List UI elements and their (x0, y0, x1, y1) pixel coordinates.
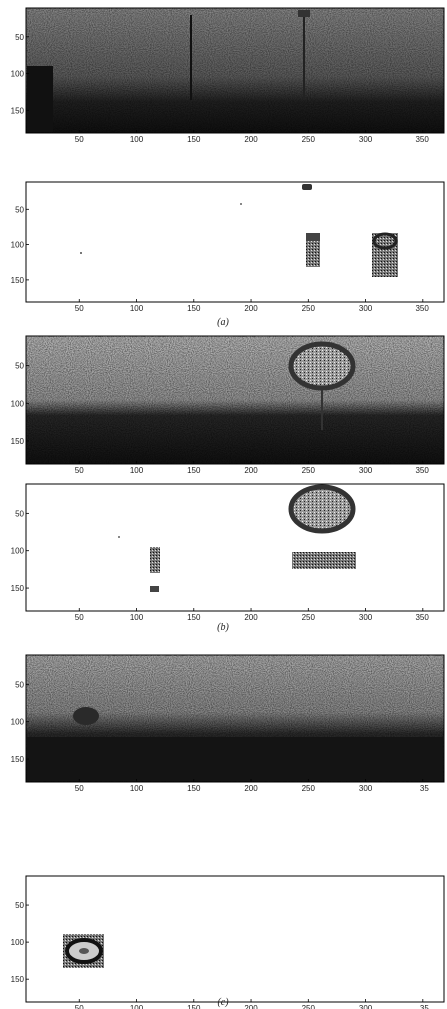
x-tick-label: 200 (244, 466, 258, 475)
x-tick-label: 50 (75, 1004, 84, 1009)
y-tick-label: 150 (11, 276, 25, 285)
y-tick-label: 150 (11, 975, 25, 984)
y-tick-label: 100 (11, 547, 25, 556)
y-tick-label: 100 (11, 70, 25, 79)
x-tick-label: 300 (359, 784, 373, 793)
x-tick-label: 200 (244, 784, 258, 793)
x-tick-label: 200 (244, 613, 258, 622)
y-tick-label: 100 (11, 241, 25, 250)
y-tick-label: 50 (15, 680, 24, 689)
sign-c (73, 707, 99, 725)
y-tick-label: 150 (11, 437, 25, 446)
x-tick-label: 150 (187, 1004, 201, 1009)
x-tick-label: 150 (187, 784, 201, 793)
x-tick-label: 250 (302, 1004, 316, 1009)
panel-a-mask (25, 181, 445, 303)
y-tick-label: 150 (11, 106, 25, 115)
plot-frame (25, 875, 445, 1003)
blob-sign-right-circle (372, 232, 398, 250)
x-tick-label: 250 (302, 613, 316, 622)
plot-frame (25, 7, 445, 134)
speck (118, 536, 120, 538)
x-tick-label: 100 (130, 135, 144, 144)
sign-top (298, 10, 310, 17)
speck (240, 203, 242, 205)
x-tick-label: 250 (302, 466, 316, 475)
subfigure-caption: (b) (217, 622, 229, 633)
x-tick-label: 300 (359, 304, 373, 313)
plot-frame (25, 335, 445, 465)
scene-noise (26, 8, 444, 133)
x-tick-label: 300 (359, 466, 373, 475)
subfigure-caption: (c) (217, 997, 229, 1008)
x-tick-label: 100 (130, 613, 144, 622)
dark-foreground (27, 737, 443, 781)
y-tick-label: 100 (11, 399, 25, 408)
x-tick-label: 200 (244, 304, 258, 313)
panel-a-scene (25, 7, 445, 134)
x-tick-label: 100 (130, 304, 144, 313)
x-tick-label: 300 (359, 613, 373, 622)
y-tick-label: 100 (11, 938, 25, 947)
x-tick-label: 100 (130, 784, 144, 793)
x-tick-label: 35 (420, 1004, 429, 1009)
x-tick-label: 350 (415, 466, 429, 475)
plot-frame (25, 654, 445, 783)
x-tick-label: 50 (75, 613, 84, 622)
x-tick-label: 150 (187, 613, 201, 622)
x-tick-label: 50 (75, 784, 84, 793)
x-tick-label: 35 (420, 784, 429, 793)
plot-frame (25, 483, 445, 612)
axis-labels: 50 100 150 200 250 300 350 50 100 150 50 100 150 200 2… (11, 33, 430, 1009)
panel-c-mask (25, 875, 445, 1003)
panel-c-scene (25, 654, 445, 783)
x-tick-label: 200 (244, 1004, 258, 1009)
mask-background (26, 484, 444, 611)
x-tick-label: 250 (302, 135, 316, 144)
blob-pole-base (150, 586, 159, 592)
blob-sign-left-band (306, 233, 320, 241)
dark-building (27, 66, 53, 132)
y-tick-label: 150 (11, 755, 25, 764)
x-tick-label: 200 (244, 135, 258, 144)
blob-round-sign (288, 484, 356, 534)
y-tick-label: 50 (15, 33, 24, 42)
subfigure-caption: (a) (217, 317, 229, 328)
y-tick-label: 50 (15, 205, 24, 214)
x-tick-label: 300 (359, 1004, 373, 1009)
x-tick-label: 100 (130, 466, 144, 475)
y-tick-label: 50 (15, 509, 24, 518)
blob-pole (150, 547, 160, 573)
blob-sign-core (79, 948, 89, 954)
panel-b-scene (25, 335, 445, 465)
x-tick-label: 150 (187, 466, 201, 475)
speck (80, 252, 82, 254)
x-tick-label: 300 (359, 135, 373, 144)
blob-sign-left (306, 233, 320, 267)
x-tick-label: 350 (415, 613, 429, 622)
x-tick-label: 100 (130, 1004, 144, 1009)
blob-sign-right (372, 233, 398, 277)
y-tick-label: 50 (15, 362, 24, 371)
x-tick-label: 50 (75, 135, 84, 144)
panel-b-mask (25, 483, 445, 612)
blob-rect-sign (292, 552, 356, 569)
y-tick-label: 150 (11, 584, 25, 593)
blob-sign-top (302, 184, 312, 190)
scene-noise (26, 336, 444, 464)
x-tick-label: 150 (187, 135, 201, 144)
x-tick-label: 350 (415, 304, 429, 313)
plot-frame (25, 181, 445, 303)
x-tick-label: 350 (415, 135, 429, 144)
x-tick-label: 50 (75, 304, 84, 313)
y-tick-label: 50 (15, 901, 24, 910)
x-tick-label: 150 (187, 304, 201, 313)
round-sign (288, 341, 356, 391)
x-tick-label: 50 (75, 466, 84, 475)
x-tick-label: 250 (302, 784, 316, 793)
x-tick-label: 250 (302, 304, 316, 313)
y-tick-label: 100 (11, 718, 25, 727)
